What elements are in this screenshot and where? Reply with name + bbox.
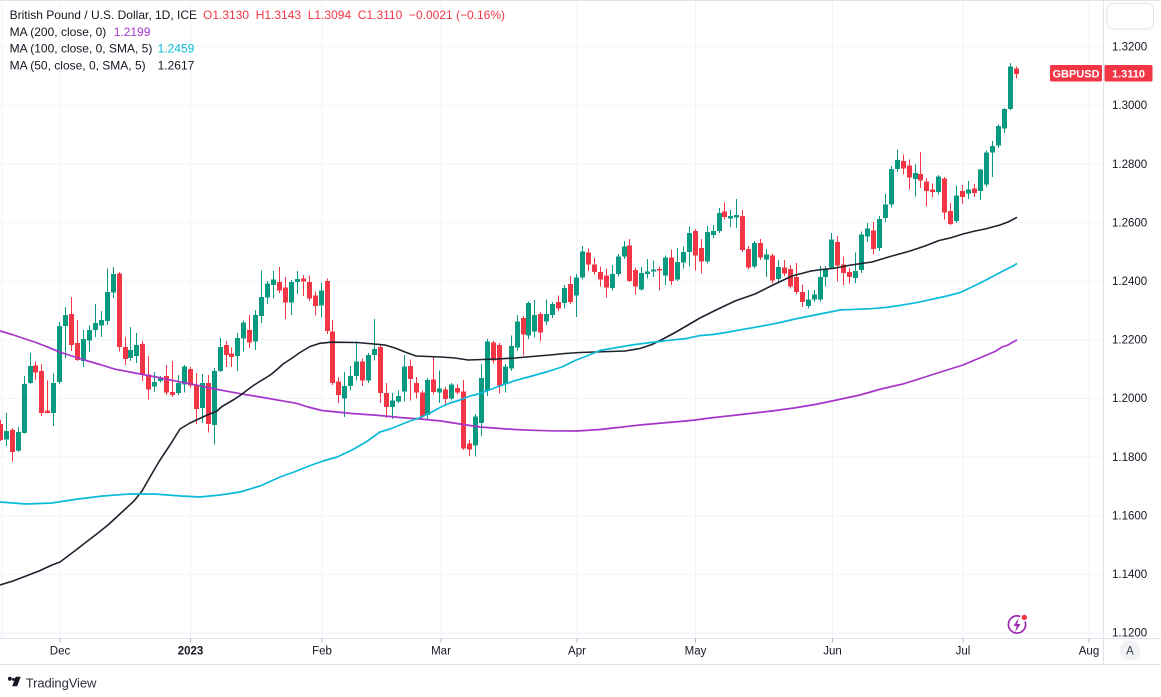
svg-text:Feb: Feb [312,646,332,658]
svg-text:A: A [1126,646,1134,658]
svg-text:1.1200: 1.1200 [1112,628,1147,640]
svg-text:MA (200, close, 0): MA (200, close, 0) [10,25,107,39]
svg-text:May: May [685,646,707,658]
svg-text:GBPUSD: GBPUSD [1052,69,1099,81]
svg-text:TradingView: TradingView [26,675,97,690]
svg-text:Dec: Dec [50,646,71,658]
svg-text:O1.3130 H1.3143 L1.3094 C1.: O1.3130 H1.3143 L1.3094 C1.3110 −0.0021 … [203,8,505,22]
svg-text:1.2400: 1.2400 [1112,276,1147,288]
svg-text:1.2800: 1.2800 [1112,159,1147,171]
svg-text:1.1800: 1.1800 [1112,452,1147,464]
svg-text:1.2600: 1.2600 [1112,217,1147,229]
svg-text:1.2459: 1.2459 [158,42,195,56]
svg-text:1.3000: 1.3000 [1112,100,1147,112]
svg-text:Aug: Aug [1079,646,1099,658]
svg-text:1.2000: 1.2000 [1112,393,1147,405]
svg-text:1.3200: 1.3200 [1112,42,1147,54]
svg-text:1.1400: 1.1400 [1112,569,1147,581]
svg-text:Mar: Mar [431,646,451,658]
svg-text:MA (50, close, 0, SMA, 5): MA (50, close, 0, SMA, 5) [10,58,146,72]
svg-text:1.2617: 1.2617 [158,58,195,72]
svg-text:2023: 2023 [178,646,204,658]
svg-text:British Pound / U.S. Dollar, 1: British Pound / U.S. Dollar, 1D, ICE [10,8,197,22]
svg-text:1.3110: 1.3110 [1112,69,1145,81]
svg-text:1.2200: 1.2200 [1112,335,1147,347]
svg-text:1.2199: 1.2199 [114,25,151,39]
svg-text:MA (100, close, 0, SMA, 5): MA (100, close, 0, SMA, 5) [10,42,153,56]
svg-text:1.1600: 1.1600 [1112,510,1147,522]
svg-text:Apr: Apr [568,646,586,658]
svg-text:Jul: Jul [956,646,971,658]
svg-text:Jun: Jun [823,646,842,658]
